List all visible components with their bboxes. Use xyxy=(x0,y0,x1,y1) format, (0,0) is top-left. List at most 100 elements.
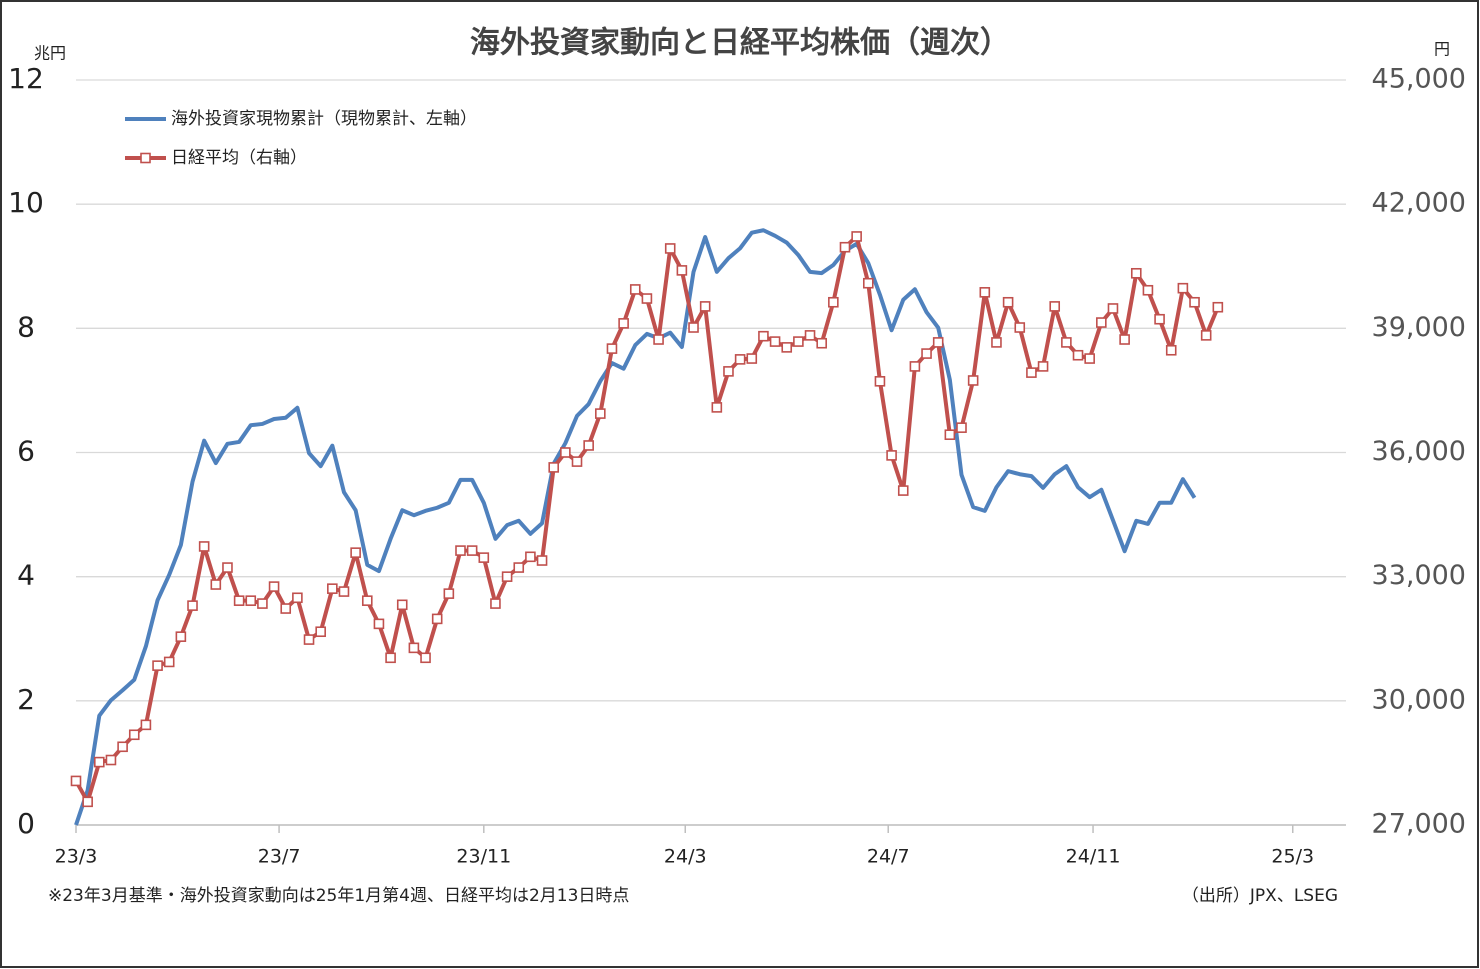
source: （出所）JPX、LSEG xyxy=(1182,886,1338,906)
marker xyxy=(1084,353,1095,364)
marker xyxy=(664,243,676,254)
marker xyxy=(140,719,152,731)
marker xyxy=(338,586,350,597)
marker xyxy=(501,571,513,582)
marker xyxy=(175,631,187,642)
marker xyxy=(886,450,897,461)
marker xyxy=(455,545,466,556)
marker xyxy=(688,322,699,333)
y-tick-label: 0 xyxy=(17,807,35,840)
marker xyxy=(373,618,385,630)
marker xyxy=(746,353,758,364)
marker xyxy=(82,796,93,808)
x-tick-label: 24/7 xyxy=(867,846,910,868)
marker xyxy=(1049,301,1061,312)
legend-label: 日経平均（右軸） xyxy=(171,148,307,168)
marker xyxy=(921,348,932,359)
marker xyxy=(629,284,641,295)
marker xyxy=(560,447,571,458)
x-tick-label: 23/11 xyxy=(456,846,511,868)
marker xyxy=(769,336,781,347)
marker xyxy=(443,588,455,599)
marker xyxy=(804,330,816,341)
y-tick-label: 12 xyxy=(8,62,44,95)
marker xyxy=(385,652,396,664)
y2-tick-label: 39,000 xyxy=(1372,312,1466,343)
marker xyxy=(1026,367,1037,378)
marker xyxy=(1002,296,1014,308)
marker xyxy=(979,287,991,298)
marker xyxy=(280,603,292,614)
y2-unit: 円 xyxy=(1434,40,1450,59)
marker xyxy=(105,754,117,766)
marker xyxy=(956,422,967,433)
marker xyxy=(909,361,921,372)
legend-label: 海外投資家現物累計（現物累計、左軸） xyxy=(171,109,477,129)
marker xyxy=(396,599,408,611)
marker xyxy=(618,318,629,329)
marker xyxy=(152,660,163,671)
x-tick-label: 24/3 xyxy=(664,846,707,868)
marker xyxy=(1037,361,1049,372)
marker xyxy=(874,376,886,387)
marker xyxy=(536,555,548,566)
marker xyxy=(723,366,734,377)
marker xyxy=(1130,267,1142,279)
marker xyxy=(758,330,769,342)
x-tick-label: 24/11 xyxy=(1066,846,1121,868)
y-tick-label: 2 xyxy=(17,683,35,716)
marker xyxy=(1189,296,1200,308)
marker xyxy=(513,562,525,573)
marker xyxy=(897,485,909,496)
marker xyxy=(1165,344,1177,356)
marker xyxy=(676,265,688,276)
marker xyxy=(839,241,851,253)
series-line xyxy=(74,228,1197,826)
marker xyxy=(245,595,257,606)
marker xyxy=(490,598,501,609)
marker xyxy=(222,562,233,573)
marker xyxy=(1014,322,1026,333)
marker xyxy=(944,429,956,441)
y-tick-label: 8 xyxy=(17,310,35,343)
x-tick-label: 25/3 xyxy=(1271,846,1314,868)
y2-tick-label: 45,000 xyxy=(1372,64,1466,95)
marker xyxy=(292,592,303,604)
marker xyxy=(233,595,245,606)
marker xyxy=(117,741,128,753)
marker xyxy=(571,456,583,467)
marker xyxy=(734,354,746,365)
marker xyxy=(781,342,793,353)
footnote: ※23年3月基準・海外投資家動向は25年1月第4週、日経平均は2月13日時点 xyxy=(48,886,629,906)
marker xyxy=(303,634,315,645)
marker xyxy=(711,402,723,413)
marker xyxy=(1154,313,1165,325)
marker xyxy=(420,652,431,664)
marker xyxy=(793,336,804,347)
marker xyxy=(862,277,874,289)
marker xyxy=(816,337,827,349)
y2-tick-label: 30,000 xyxy=(1372,684,1466,715)
y-unit: 兆円 xyxy=(34,44,66,63)
y2-tick-label: 27,000 xyxy=(1372,809,1466,840)
marker xyxy=(1072,349,1084,361)
y-tick-label: 6 xyxy=(17,435,35,468)
marker xyxy=(967,375,979,386)
marker xyxy=(70,775,82,787)
marker xyxy=(606,343,618,354)
marker xyxy=(187,600,198,611)
marker xyxy=(466,545,478,556)
marker xyxy=(932,337,944,348)
marker xyxy=(1107,303,1119,314)
marker xyxy=(257,598,268,609)
legend-marker xyxy=(140,152,151,164)
marker xyxy=(828,296,839,308)
marker xyxy=(653,334,664,345)
marker xyxy=(991,337,1002,348)
marker xyxy=(1119,334,1130,345)
y2-tick-label: 33,000 xyxy=(1372,560,1466,591)
marker xyxy=(1177,282,1189,294)
marker xyxy=(431,613,443,625)
